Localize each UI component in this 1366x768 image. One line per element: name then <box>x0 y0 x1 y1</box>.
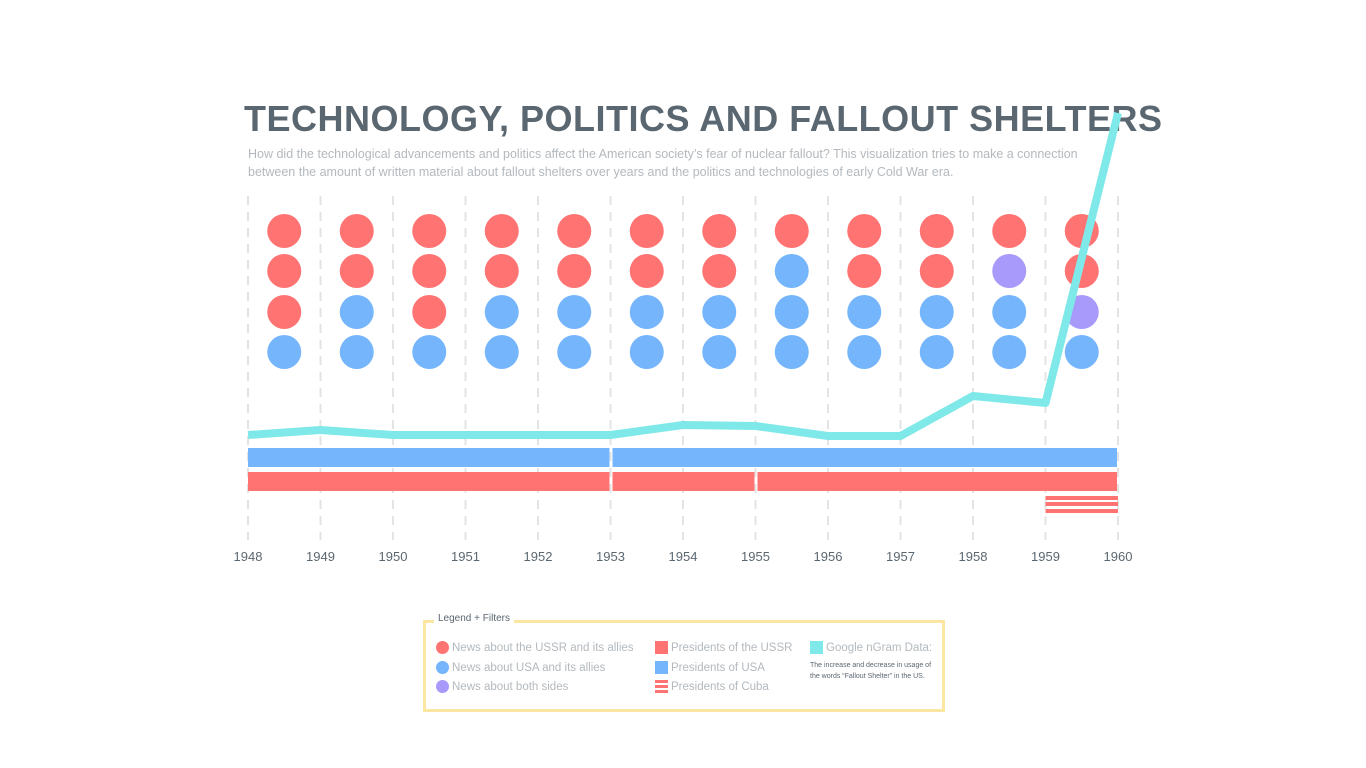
legend-filter-ussr-news[interactable]: News about the USSR and its allies <box>436 641 634 654</box>
red-circle-icon <box>436 641 449 654</box>
year-label-1960: 1960 <box>1104 549 1133 564</box>
page-subtitle: How did the technological advancements a… <box>248 147 1078 179</box>
red-square-icon <box>655 641 668 654</box>
news-dot-1952-usa <box>557 335 592 369</box>
legend-filters: Legend + Filters News about the USSR and… <box>423 613 945 712</box>
purple-circle-icon <box>436 680 449 693</box>
news-dot-1950-ussr <box>412 254 447 288</box>
cuba-president-stripe-1 <box>1045 502 1118 506</box>
legend-label-ngram: Google nGram Data: <box>826 641 933 654</box>
news-dot-1958-ussr <box>992 214 1027 248</box>
news-dot-1951-ussr <box>484 254 519 288</box>
legend-filter-cuba-presidents[interactable]: Presidents of Cuba <box>655 680 769 693</box>
legend-ngram-note: The increase and decrease in usage of th… <box>810 662 932 680</box>
news-dot-1957-ussr <box>919 254 954 288</box>
news-dot-1957-ussr <box>919 214 954 248</box>
legend-label-ussr-news: News about the USSR and its allies <box>452 641 634 654</box>
news-dot-1952-ussr <box>557 254 592 288</box>
news-dot-1955-ussr <box>774 214 809 248</box>
news-dot-1949-ussr <box>339 214 374 248</box>
cuba-president-stripe-0 <box>1045 496 1118 500</box>
news-dot-1956-ussr <box>847 214 882 248</box>
news-dot-1948-ussr <box>267 254 302 288</box>
news-dot-1958-usa <box>992 295 1027 329</box>
year-label-1950: 1950 <box>379 549 408 564</box>
striped-square-icon <box>655 680 668 693</box>
year-label-1954: 1954 <box>669 549 698 564</box>
news-dot-1954-usa <box>702 335 737 369</box>
news-dot-1957-usa <box>919 295 954 329</box>
news-dot-1958-both <box>992 254 1027 288</box>
blue-circle-icon <box>436 661 449 674</box>
legend-filter-both-news[interactable]: News about both sides <box>436 680 568 693</box>
cuba-president-stripe-2 <box>1045 509 1118 513</box>
year-label-1956: 1956 <box>814 549 843 564</box>
year-label-1952: 1952 <box>524 549 553 564</box>
news-dot-1953-usa <box>629 295 664 329</box>
news-dot-1951-usa <box>484 295 519 329</box>
usa-president-bar-1948-1953 <box>248 448 610 467</box>
news-dot-1954-ussr <box>702 254 737 288</box>
news-dot-1953-ussr <box>629 214 664 248</box>
blue-square-icon <box>655 661 668 674</box>
ngram-line <box>247 112 1122 440</box>
news-dot-1956-usa <box>847 335 882 369</box>
news-dot-1952-ussr <box>557 214 592 248</box>
news-dot-1957-usa <box>919 335 954 369</box>
legend-label-both-news: News about both sides <box>452 680 569 693</box>
ussr-president-bar-1948-1953 <box>248 472 610 491</box>
year-label-1959: 1959 <box>1031 549 1060 564</box>
news-dot-1948-ussr <box>267 295 302 329</box>
news-dot-1953-ussr <box>629 254 664 288</box>
news-dot-1959-usa <box>1064 335 1099 369</box>
news-dot-1956-usa <box>847 295 882 329</box>
news-dot-1950-ussr <box>412 295 447 329</box>
news-dot-1949-ussr <box>339 254 374 288</box>
news-dot-1949-usa <box>339 335 374 369</box>
news-dot-1954-ussr <box>702 214 737 248</box>
news-dot-1950-ussr <box>412 214 447 248</box>
legend-title: Legend + Filters <box>434 613 514 624</box>
news-dot-1948-usa <box>267 335 302 369</box>
news-dot-1956-ussr <box>847 254 882 288</box>
legend-filter-usa-news[interactable]: News about USA and its allies <box>436 661 605 674</box>
page-title: TECHNOLOGY, POLITICS AND FALLOUT SHELTER… <box>244 98 1163 139</box>
news-dot-1953-usa <box>629 335 664 369</box>
legend-label-cuba-presidents: Presidents of Cuba <box>671 680 769 693</box>
legend-filter-usa-presidents[interactable]: Presidents of USA <box>655 661 765 674</box>
usa-president-bar-1953-1960 <box>612 448 1117 467</box>
news-dot-1950-usa <box>412 335 447 369</box>
year-label-1957: 1957 <box>886 549 915 564</box>
news-dot-1954-usa <box>702 295 737 329</box>
news-dot-1952-usa <box>557 295 592 329</box>
news-dot-1948-ussr <box>267 214 302 248</box>
news-dot-1958-usa <box>992 335 1027 369</box>
year-label-1948: 1948 <box>234 549 263 564</box>
year-label-1953: 1953 <box>596 549 625 564</box>
timeline-chart: 1948 1949 1950 1951 1952 1953 1954 1955 1956 1957… <box>234 112 1133 564</box>
news-dot-1951-ussr <box>484 214 519 248</box>
news-dot-1951-usa <box>484 335 519 369</box>
year-label-1955: 1955 <box>741 549 770 564</box>
legend-label-ussr-presidents: Presidents of the USSR <box>671 641 793 654</box>
news-dot-1955-usa <box>774 335 809 369</box>
legend-filter-ussr-presidents[interactable]: Presidents of the USSR <box>655 641 792 654</box>
news-dot-1955-usa <box>774 254 809 288</box>
news-dot-1949-usa <box>339 295 374 329</box>
year-label-1949: 1949 <box>306 549 335 564</box>
legend-label-usa-presidents: Presidents of USA <box>671 661 765 674</box>
year-label-1958: 1958 <box>959 549 988 564</box>
legend-label-usa-news: News about USA and its allies <box>452 661 606 674</box>
cyan-square-icon <box>810 641 823 654</box>
news-dot-1955-usa <box>774 295 809 329</box>
legend-filter-ngram[interactable]: Google nGram Data: <box>810 641 932 654</box>
year-label-1951: 1951 <box>451 549 480 564</box>
ussr-president-bar-1955-1960 <box>757 472 1117 491</box>
ussr-president-bar-1953-1955 <box>612 472 755 491</box>
